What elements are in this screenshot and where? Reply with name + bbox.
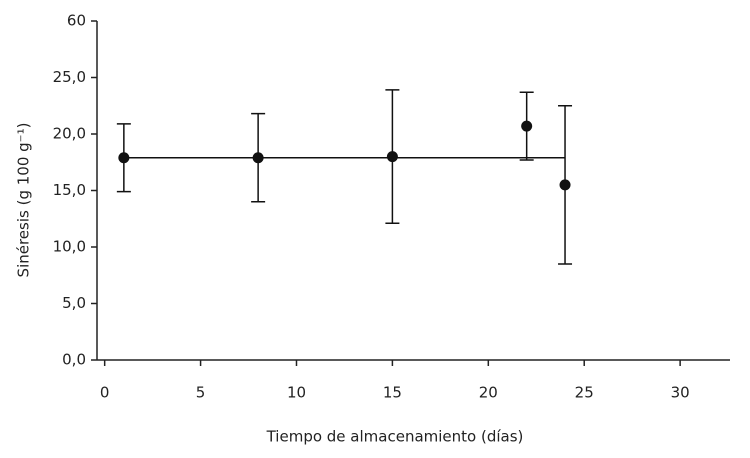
data-point bbox=[386, 151, 398, 163]
y-tick-label: 60 bbox=[67, 12, 86, 30]
x-tick-label: 30 bbox=[671, 384, 690, 402]
data-point bbox=[252, 152, 264, 164]
x-tick-label: 5 bbox=[196, 384, 206, 402]
data-point bbox=[118, 152, 130, 164]
x-tick-label: 0 bbox=[100, 384, 110, 402]
x-tick-label: 15 bbox=[383, 384, 402, 402]
y-tick-label: 15,0 bbox=[53, 181, 86, 199]
data-point bbox=[521, 120, 533, 132]
x-tick-label: 10 bbox=[287, 384, 306, 402]
y-tick-label: 20,0 bbox=[53, 125, 86, 143]
x-tick-label: 20 bbox=[479, 384, 498, 402]
data-point bbox=[559, 179, 571, 191]
y-tick-label: 0,0 bbox=[62, 351, 86, 369]
x-axis-label: Tiempo de almacenamiento (días) bbox=[266, 428, 524, 446]
y-tick-label: 25,0 bbox=[53, 68, 86, 86]
y-axis-label: Sinéresis (g 100 g⁻¹) bbox=[15, 123, 33, 278]
y-tick-label: 5,0 bbox=[62, 294, 86, 312]
y-tick-label: 10,0 bbox=[53, 238, 86, 256]
x-tick-label: 25 bbox=[575, 384, 594, 402]
